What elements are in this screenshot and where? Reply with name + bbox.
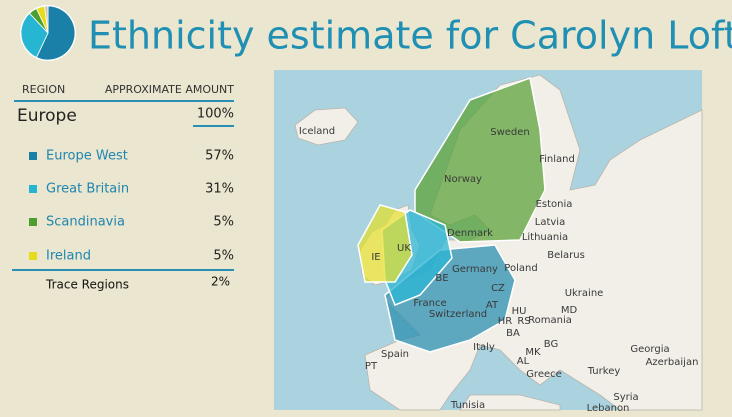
- map-label: UK: [397, 243, 411, 254]
- total-amount: 100%: [197, 107, 234, 122]
- map-label: Finland: [539, 154, 575, 165]
- map-label: AT: [486, 300, 499, 311]
- land: [459, 394, 561, 411]
- region-name: Scandinavia: [46, 215, 125, 230]
- map-label: Latvia: [535, 217, 565, 228]
- region-name: Europe West: [46, 149, 128, 164]
- map-label: CZ: [491, 283, 505, 294]
- region-name: Ireland: [46, 249, 91, 264]
- map-label: PT: [365, 361, 378, 372]
- map-label: Turkey: [587, 366, 621, 377]
- map-label: Spain: [381, 349, 409, 360]
- pie-icon: [20, 5, 76, 61]
- pie-slice: [35, 5, 76, 61]
- map-label: Norway: [444, 174, 482, 185]
- map-label: Azerbaijan: [646, 357, 699, 368]
- bullet: [29, 218, 37, 226]
- bullet: [29, 252, 37, 260]
- map-label: Germany: [452, 264, 498, 275]
- map-label: HU: [512, 306, 527, 317]
- region-amount: 57%: [205, 149, 234, 164]
- map-label: Belarus: [547, 250, 585, 261]
- map-label: BE: [435, 273, 448, 284]
- total-name: Europe: [17, 106, 77, 126]
- region-amount: 31%: [205, 182, 234, 197]
- map-label: Georgia: [630, 344, 669, 355]
- map-label: Romania: [528, 315, 572, 326]
- map-label: HR: [498, 316, 513, 327]
- map-label: France: [413, 298, 446, 309]
- region-overlay[interactable]: [357, 204, 413, 283]
- map-label: Lebanon: [587, 403, 630, 414]
- map-label: Ukraine: [565, 288, 604, 299]
- bullet: [29, 185, 37, 193]
- map-label: BG: [544, 339, 558, 350]
- map-label: Poland: [504, 263, 537, 274]
- map-label: MD: [561, 305, 578, 316]
- amount-header: APPROXIMATE AMOUNT: [105, 83, 234, 96]
- map-label: AL: [517, 356, 530, 367]
- map-label: Syria: [613, 392, 638, 403]
- map-label: RS: [517, 316, 530, 327]
- map-label: Denmark: [447, 228, 493, 239]
- map-label: Tunisia: [450, 400, 485, 411]
- map-label: Lithuania: [522, 232, 568, 243]
- land: [294, 107, 359, 146]
- map-label: Sweden: [490, 127, 530, 138]
- title: Ethnicity estimate for Carolyn Loftin: [88, 14, 732, 58]
- pie-slice: [20, 12, 49, 58]
- pie-slice: [44, 5, 49, 34]
- region-amount: 5%: [213, 215, 234, 230]
- region-header: REGION: [22, 83, 65, 96]
- trace-name: Trace Regions: [45, 278, 129, 292]
- trace-amount: 2%: [211, 275, 230, 289]
- map-label: MK: [525, 347, 541, 358]
- map-label: Iceland: [299, 126, 335, 137]
- map-label: Greece: [526, 369, 562, 380]
- map-label: Italy: [473, 342, 495, 353]
- map-label: BA: [506, 328, 520, 339]
- bullet: [29, 152, 37, 160]
- map-label: IE: [371, 252, 380, 263]
- map-label: Switzerland: [429, 309, 487, 320]
- region-amount: 5%: [213, 249, 234, 264]
- map[interactable]: Iceland Sweden Finland Norway Estonia Latvia L…: [274, 70, 703, 414]
- region-name: Great Britain: [46, 182, 129, 197]
- map-label: Estonia: [536, 199, 573, 210]
